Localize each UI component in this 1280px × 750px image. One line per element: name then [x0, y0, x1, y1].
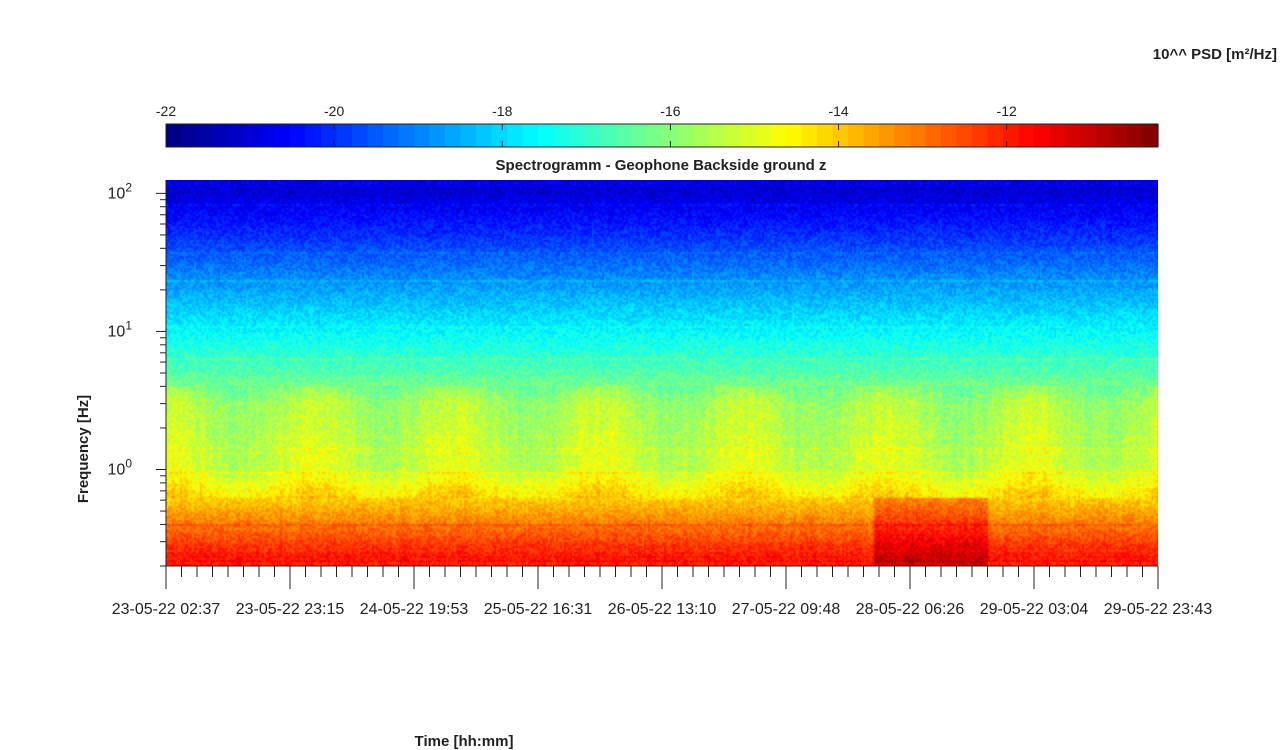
- colorbar-tick-label: -12: [997, 103, 1017, 119]
- y-tick-label: 102: [108, 180, 133, 202]
- y-tick-label: 101: [108, 318, 133, 340]
- x-tick-label: 27-05-22 09:48: [732, 601, 841, 618]
- colorbar-ticks: -22 -20 -18 -16 -14 -12: [156, 103, 1017, 147]
- x-tick-label: 24-05-22 19:53: [360, 601, 469, 618]
- spectrogram-image: [166, 180, 1158, 566]
- colorbar-frame: [165, 123, 1159, 148]
- x-tick-label: 26-05-22 13:10: [608, 601, 717, 618]
- x-tick-label: 28-05-22 06:26: [856, 601, 965, 618]
- x-tick-label: 23-05-22 02:37: [112, 601, 221, 618]
- colorbar-tick-label: -14: [828, 103, 848, 119]
- x-tick-label: 23-05-22 23:15: [236, 601, 345, 618]
- colorbar-tick-label: -22: [156, 103, 176, 119]
- y-axis-label: Frequency [Hz]: [75, 395, 92, 503]
- colorbar-tick-label: -16: [660, 103, 680, 119]
- x-tick-label: 25-05-22 16:31: [484, 601, 593, 618]
- colorbar: [165, 123, 1159, 148]
- colorbar-tick-label: -20: [324, 103, 344, 119]
- x-axis-label: Time [hh:mm]: [415, 733, 514, 750]
- colorbar-label: 10^^ PSD [m²/Hz]: [1153, 46, 1277, 63]
- x-tick-label: 29-05-22 03:04: [980, 601, 1089, 618]
- y-axis: 100 101 102: [108, 180, 167, 567]
- y-tick-label: 100: [108, 457, 133, 479]
- chart-title: Spectrogramm - Geophone Backside ground …: [496, 157, 827, 174]
- x-axis: 23-05-22 02:37 23-05-22 23:15 24-05-22 19:…: [112, 565, 1213, 618]
- x-tick-label: 29-05-22 23:43: [1104, 601, 1213, 618]
- colorbar-tick-label: -18: [492, 103, 512, 119]
